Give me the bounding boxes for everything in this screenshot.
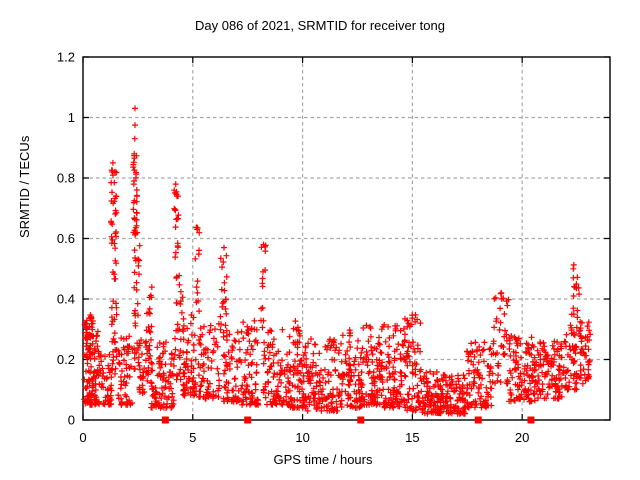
x-tick-label: 10 [295, 430, 309, 445]
y-tick-label: 0.6 [57, 231, 75, 246]
scatter-points [81, 105, 594, 417]
y-tick-label: 0.4 [57, 292, 75, 307]
chart-title: Day 086 of 2021, SRMTID for receiver ton… [194, 18, 445, 33]
x-tick-label: 5 [189, 430, 196, 445]
axis-marker-square [357, 416, 365, 424]
y-tick-label: 1.2 [57, 50, 75, 65]
x-tick-label: 20 [515, 430, 529, 445]
y-tick-label: 0.8 [57, 171, 75, 186]
x-tick-label: 15 [405, 430, 419, 445]
axis-marker-square [527, 416, 535, 424]
plot-border [82, 56, 611, 421]
x-axis-label: GPS time / hours [273, 452, 373, 467]
grid-lines [83, 57, 610, 420]
x-tick-label: 0 [79, 430, 86, 445]
y-tick-label: 0.2 [57, 352, 75, 367]
axis-marker-square [161, 416, 169, 424]
axis-marker-square [244, 416, 252, 424]
axis-marker-square [474, 416, 482, 424]
y-tick-label: 0 [68, 413, 75, 428]
y-tick-label: 1 [68, 110, 75, 125]
